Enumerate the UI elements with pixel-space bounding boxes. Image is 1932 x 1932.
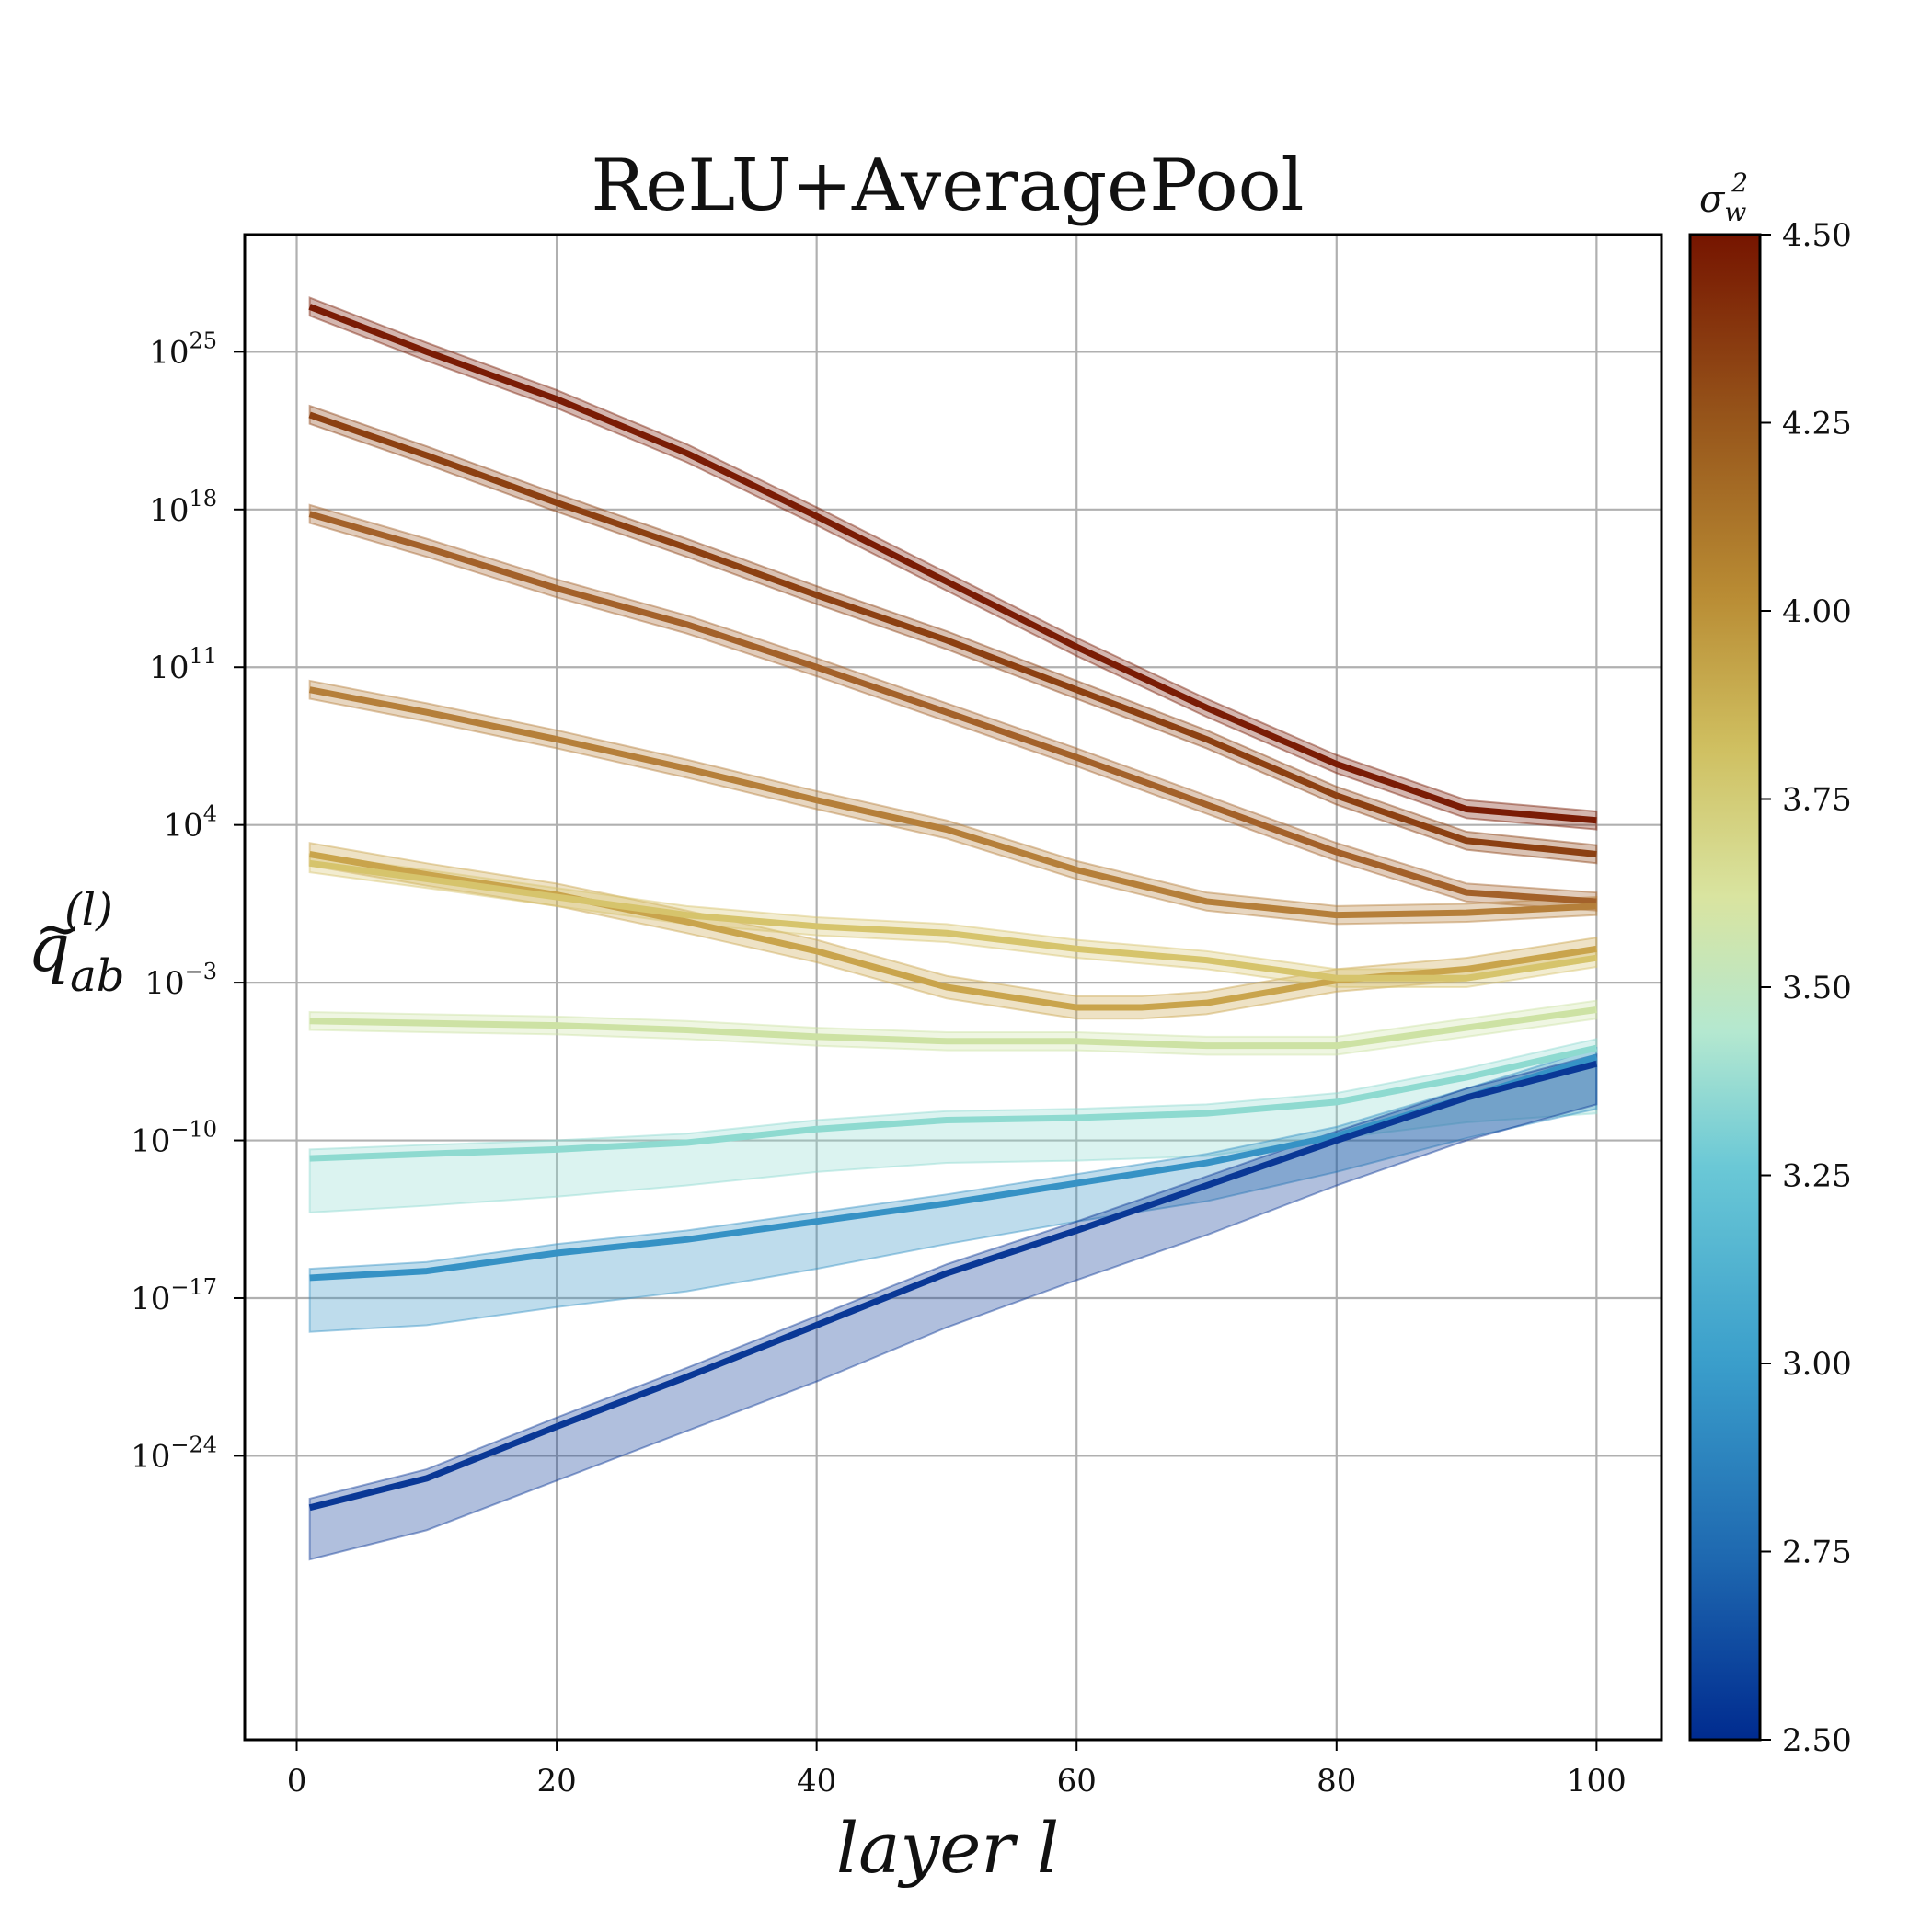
series-band xyxy=(308,853,1598,988)
series-line xyxy=(309,1006,1597,1050)
series-band xyxy=(308,1046,1598,1333)
series-band xyxy=(308,1053,1598,1561)
series-line xyxy=(308,686,1597,919)
series-lines xyxy=(308,304,1598,1512)
svg-text:(l): (l) xyxy=(64,884,113,936)
y-axis-ticks: 1025 1018 1011 104 10−3 10−10 10−17 10−24 xyxy=(131,328,245,1475)
colorbar-tick-label: 2.50 xyxy=(1782,1722,1852,1759)
chart-title: ReLU+AveragePool xyxy=(592,144,1305,227)
x-tick-label: 80 xyxy=(1317,1763,1356,1800)
series-line xyxy=(308,304,1597,824)
colorbar-tick-label: 3.75 xyxy=(1782,782,1852,819)
series-line xyxy=(308,511,1597,905)
colorbar-tick-label: 3.00 xyxy=(1782,1346,1852,1383)
y-tick-label: 1018 xyxy=(149,486,217,529)
y-tick-label: 10−3 xyxy=(144,959,217,1002)
colorbar-tick-label: 4.25 xyxy=(1782,406,1852,443)
grid-lines xyxy=(245,235,1662,1740)
series-line xyxy=(308,1060,1598,1512)
x-tick-label: 0 xyxy=(287,1763,307,1800)
colorbar: 4.50 4.25 4.00 3.75 3.50 3.25 3.00 2.75 2.50 σw2 xyxy=(1688,167,1852,1759)
svg-text:~: ~ xyxy=(35,897,81,961)
colorbar-tick-label: 2.75 xyxy=(1782,1535,1852,1571)
plot-frame xyxy=(243,233,1663,1742)
x-tick-label: 20 xyxy=(536,1763,576,1800)
x-tick-label: 100 xyxy=(1567,1763,1627,1800)
y-tick-label: 10−10 xyxy=(131,1117,217,1160)
series-line xyxy=(308,411,1597,857)
colorbar-ticks: 4.50 4.25 4.00 3.75 3.50 3.25 3.00 2.75 2.50 xyxy=(1760,217,1852,1759)
y-tick-label: 104 xyxy=(163,801,217,845)
confidence-bands xyxy=(308,296,1598,1561)
colorbar-tick-label: 3.25 xyxy=(1782,1158,1852,1195)
series-band xyxy=(308,503,1598,912)
y-axis-label: qab ~ (l) xyxy=(28,884,124,1002)
y-tick-label: 1011 xyxy=(149,643,217,686)
series-band xyxy=(308,1038,1598,1213)
y-tick-label: 1025 xyxy=(149,328,217,371)
series-band xyxy=(308,999,1598,1056)
colorbar-tick-label: 4.00 xyxy=(1782,593,1852,630)
series-line xyxy=(309,859,1597,982)
y-tick-label: 10−24 xyxy=(131,1432,217,1475)
series-band xyxy=(308,679,1598,926)
colorbar-tick-label: 4.50 xyxy=(1782,217,1852,254)
series-line xyxy=(309,1044,1598,1162)
colorbar-label: σw2 xyxy=(1699,167,1748,227)
colorbar-gradient xyxy=(1688,233,1762,1742)
colorbar-tick-label: 3.50 xyxy=(1782,970,1852,1006)
series-band xyxy=(308,404,1598,865)
y-tick-label: 10−17 xyxy=(131,1274,217,1317)
x-axis-ticks: 0 20 40 60 80 100 xyxy=(287,1740,1627,1800)
x-axis-label: layer l xyxy=(836,1807,1059,1889)
x-tick-label: 60 xyxy=(1057,1763,1097,1800)
x-tick-label: 40 xyxy=(797,1763,836,1800)
